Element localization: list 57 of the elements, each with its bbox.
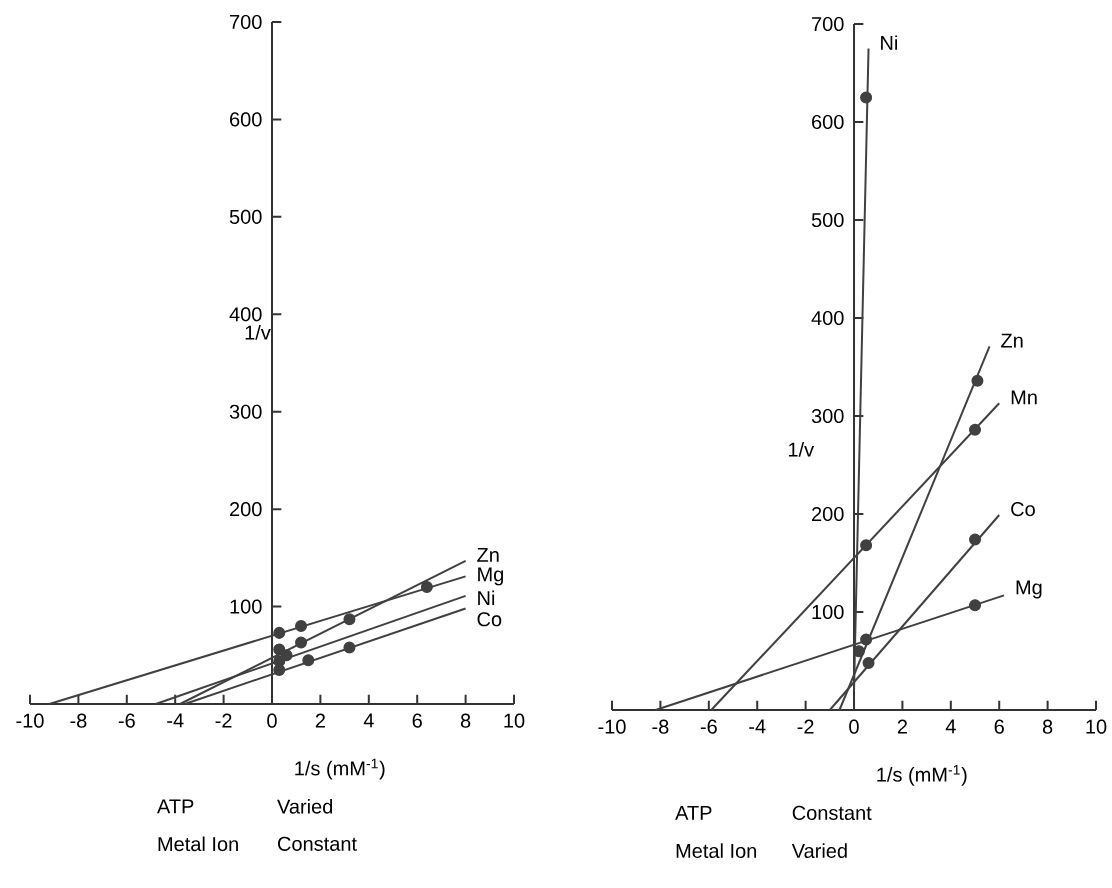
series-label: Ni [881, 35, 897, 50]
text: Metal Ion [676, 843, 757, 858]
y-tick-label: 300 [811, 408, 844, 424]
y-tick-label: 500 [811, 212, 844, 228]
series-label: Mn [1011, 390, 1037, 405]
y-tick-label: 500 [229, 209, 262, 224]
text: Varied [791, 843, 847, 858]
text: ATP [675, 806, 712, 820]
y-tick-label: 700 [230, 14, 262, 30]
x-tick-label: -6 [118, 713, 135, 728]
y-tick-label: 200 [812, 506, 844, 522]
x-tick-label: -10 [16, 713, 44, 728]
y-axis-title: 1/v [245, 324, 271, 340]
x-tick-label: -10 [598, 719, 626, 734]
text: Varied [277, 798, 333, 814]
x-tick-label: 0 [267, 713, 277, 728]
x-tick-label: -2 [797, 719, 814, 734]
x-tick-label: 0 [849, 719, 859, 734]
x-tick-label: 4 [945, 719, 956, 734]
x-tick-label: 6 [994, 719, 1004, 734]
series-label: Mg [1016, 580, 1042, 599]
y-tick-label: 100 [812, 604, 844, 620]
x-tick-label: -8 [652, 719, 669, 734]
x-tick-label: -8 [70, 713, 87, 728]
x-axis-title: 1/s (mM$^{-1}$) [877, 764, 967, 786]
x-tick-label: -4 [167, 713, 184, 728]
y-tick-label: 200 [230, 502, 262, 517]
y-tick-label: 300 [229, 404, 262, 419]
series-label: Zn [1001, 333, 1023, 348]
x-tick-label: 2 [315, 713, 325, 728]
x-tick-label: 6 [412, 713, 422, 728]
x-tick-label: 10 [1086, 719, 1107, 734]
x-tick-label: 2 [897, 719, 907, 734]
y-tick-label: 600 [812, 114, 844, 130]
y-tick-label: 400 [229, 307, 262, 322]
series-label: Zn [477, 548, 499, 562]
series-label: Co [477, 612, 502, 627]
x-tick-label: -6 [700, 719, 717, 734]
x-axis-title: 1/s (mM$^{-1}$) [295, 758, 385, 780]
y-tick-label: 400 [811, 310, 844, 326]
x-tick-label: 10 [504, 713, 525, 728]
series-label: Mg [478, 567, 504, 586]
series-label: Co [1011, 502, 1035, 517]
y-tick-label: 100 [230, 599, 262, 614]
x-tick-label: 8 [1042, 719, 1053, 734]
text: Constant [278, 836, 357, 851]
series-label: Ni [478, 590, 495, 606]
y-tick-label: 600 [230, 112, 262, 127]
x-tick-label: -2 [215, 713, 232, 728]
text: ATP [157, 799, 194, 814]
y-axis-title: 1/v [788, 441, 815, 457]
text: Metal Ion [158, 836, 238, 852]
x-tick-label: -4 [749, 719, 766, 734]
x-tick-label: 8 [460, 713, 471, 728]
text: Constant [792, 805, 872, 820]
x-tick-label: 4 [363, 713, 374, 728]
y-tick-label: 700 [812, 16, 844, 32]
